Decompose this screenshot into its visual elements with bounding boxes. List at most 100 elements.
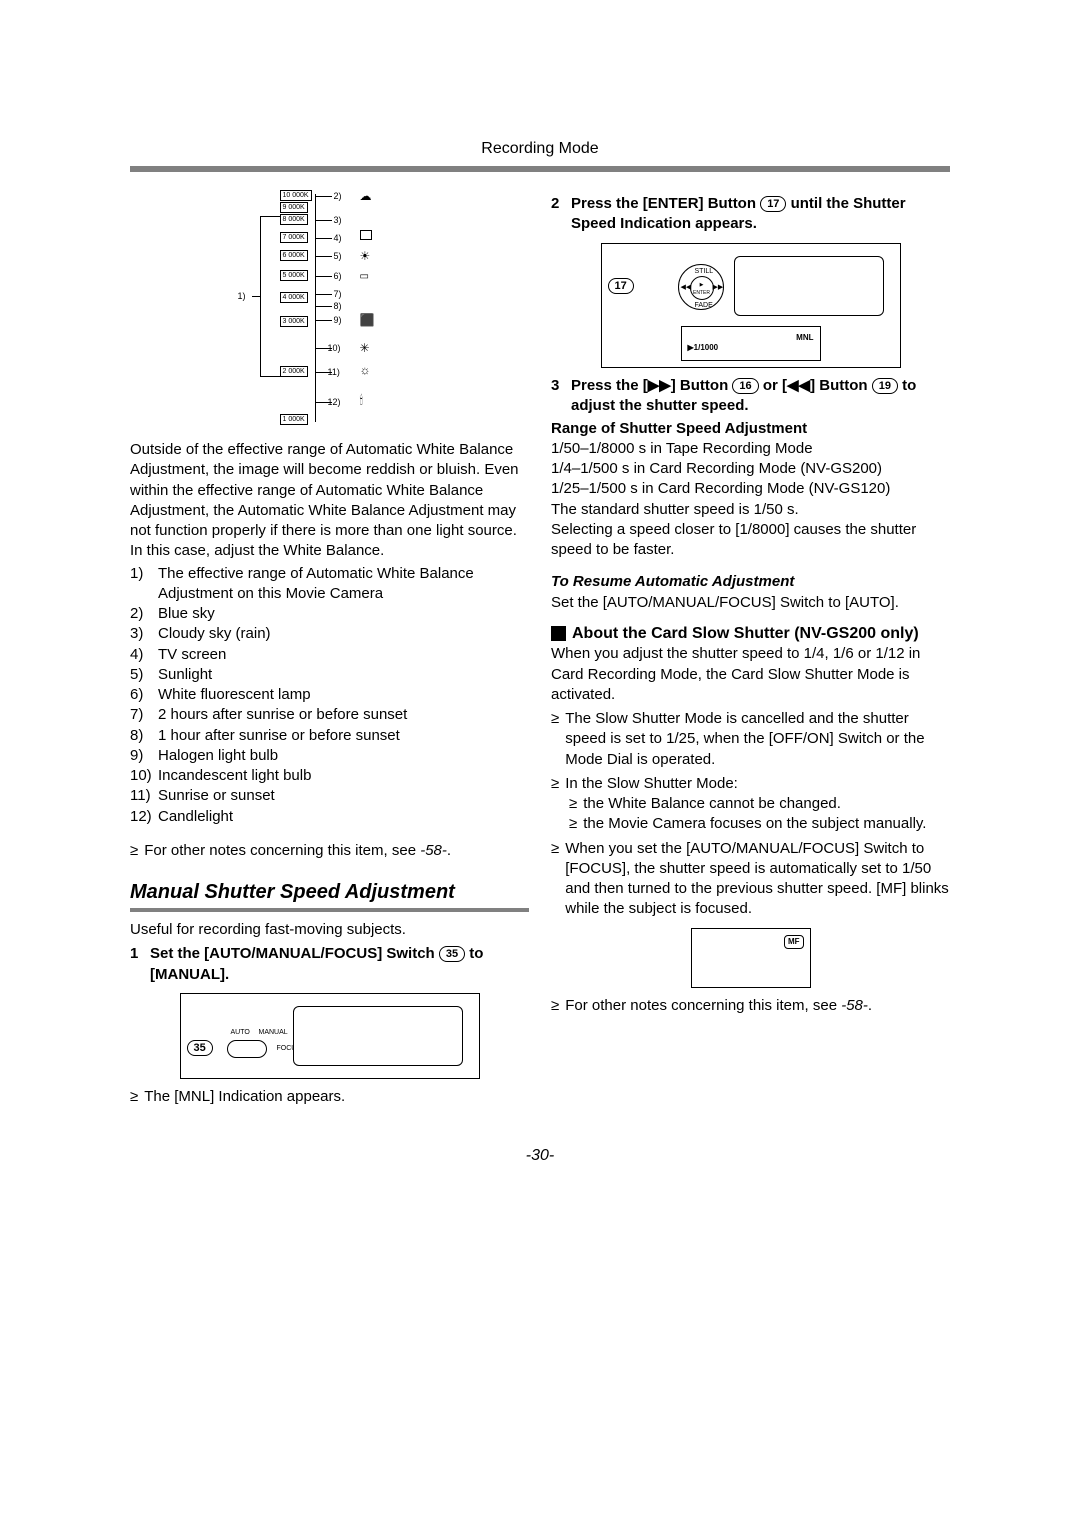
diagram-ref: 6) <box>334 270 342 282</box>
kelvin-label: 9 000K <box>280 202 308 213</box>
bullet-icon: ≥ <box>130 1087 138 1107</box>
diagram-ref: 2) <box>334 190 342 202</box>
chapter-title: Recording Mode <box>481 140 598 157</box>
bullet-icon: ≥ <box>130 841 138 861</box>
page-number: -30- <box>130 1147 950 1165</box>
list-item: 7)2 hours after sunrise or before sunset <box>130 705 529 725</box>
sub-heading: About the Card Slow Shutter (NV-GS200 on… <box>551 623 950 645</box>
ref-pill: 16 <box>732 378 758 394</box>
range-line: 1/25–1/500 s in Card Recording Mode (NV-… <box>551 479 950 499</box>
ref-pill: 17 <box>608 278 634 294</box>
step-text: Press the [ENTER] Button 17 until the Sh… <box>571 194 950 235</box>
tv-icon <box>360 230 372 240</box>
step-1: 1 Set the [AUTO/MANUAL/FOCUS] Switch 35 … <box>130 944 529 985</box>
kelvin-label: 8 000K <box>280 214 308 225</box>
bullet-icon: ≥ <box>551 709 559 770</box>
switch-icon <box>227 1040 267 1058</box>
ref-pill: 19 <box>872 378 898 394</box>
list-item: 11)Sunrise or sunset <box>130 786 529 806</box>
kelvin-label: 4 000K <box>280 292 308 303</box>
square-icon <box>551 626 566 641</box>
diagram-ref: 11) <box>328 366 340 378</box>
diagram-ref: 12) <box>328 396 341 408</box>
bullet: ≥When you set the [AUTO/MANUAL/FOCUS] Sw… <box>551 839 950 920</box>
mnl-note: ≥ The [MNL] Indication appears. <box>130 1087 529 1107</box>
diagram-ref: 8) <box>334 300 342 312</box>
legend-list: 1)The effective range of Automatic White… <box>130 564 529 827</box>
bracket-line <box>252 296 260 297</box>
range-line: 1/50–1/8000 s in Tape Recording Mode <box>551 439 950 459</box>
resume-title: To Resume Automatic Adjustment <box>551 572 950 592</box>
diagram-ref: 5) <box>334 250 342 262</box>
kelvin-label: 10 000K <box>280 190 312 201</box>
shutter-display: ▶1/1000 <box>688 343 814 354</box>
kelvin-label: 6 000K <box>280 250 308 261</box>
step-3: 3 Press the [▶▶] Button 16 or [◀◀] Butto… <box>551 376 950 417</box>
fluorescent-icon: ▭ <box>360 270 369 284</box>
kelvin-label: 7 000K <box>280 232 308 243</box>
resume-body: Set the [AUTO/MANUAL/FOCUS] Switch to [A… <box>551 593 950 613</box>
camera-body-icon <box>293 1006 463 1066</box>
list-item: 5)Sunlight <box>130 665 529 685</box>
bullet-icon: ≥ <box>551 839 559 920</box>
chapter-header: Recording Mode <box>130 140 950 158</box>
ref-pill: 35 <box>439 946 465 962</box>
step-number: 1 <box>130 944 142 985</box>
sub-heading-text: About the Card Slow Shutter (NV-GS200 on… <box>572 623 919 645</box>
sun-icon: ☀ <box>360 248 371 264</box>
list-item: 12)Candlelight <box>130 807 529 827</box>
sunset-icon: ☼ <box>360 362 371 378</box>
diagram-ref: 10) <box>328 342 341 354</box>
right-column: 2 Press the [ENTER] Button 17 until the … <box>551 190 950 1107</box>
section-title: Manual Shutter Speed Adjustment <box>130 879 529 906</box>
bracket-line <box>260 376 280 377</box>
list-item: 6)White fluorescent lamp <box>130 685 529 705</box>
switch-label-manual: MANUAL <box>259 1028 288 1037</box>
bracket-line <box>260 216 280 217</box>
page: Recording Mode 10 000K 9 000K 8 000K 7 0… <box>0 0 1080 1225</box>
diagram-ref: 3) <box>334 214 342 226</box>
list-item: 10)Incandescent light bulb <box>130 766 529 786</box>
enter-button-icon: ▶ENTER <box>690 276 714 300</box>
nested-bullet: ≥the White Balance cannot be changed. <box>551 794 950 814</box>
diagram-ref: 1) <box>238 290 246 302</box>
bulb-icon: ✳ <box>360 340 370 356</box>
step-text: Set the [AUTO/MANUAL/FOCUS] Switch 35 to… <box>150 944 529 985</box>
ref-pill: 35 <box>187 1040 213 1056</box>
mf-screen: MF <box>691 928 811 988</box>
section-intro: Useful for recording fast-moving subject… <box>130 920 529 940</box>
list-item: 3)Cloudy sky (rain) <box>130 624 529 644</box>
diagram-ref: 9) <box>334 314 342 326</box>
cloud-icon: ☁ <box>360 188 372 204</box>
section-rule <box>130 908 529 912</box>
sub-intro: When you adjust the shutter speed to 1/4… <box>551 644 950 705</box>
ref-pill: 17 <box>760 196 786 212</box>
kelvin-diagram: 10 000K 9 000K 8 000K 7 000K 6 000K 5 00… <box>200 190 460 430</box>
bullet: ≥The Slow Shutter Mode is cancelled and … <box>551 709 950 770</box>
bullet-icon: ≥ <box>551 774 559 794</box>
left-column: 10 000K 9 000K 8 000K 7 000K 6 000K 5 00… <box>130 190 529 1107</box>
axis-line <box>315 194 316 422</box>
kelvin-label: 1 000K <box>280 414 308 425</box>
list-item: 2)Blue sky <box>130 604 529 624</box>
range-line: 1/4–1/500 s in Card Recording Mode (NV-G… <box>551 459 950 479</box>
header-rule <box>130 166 950 172</box>
intro-paragraph: Outside of the effective range of Automa… <box>130 440 529 562</box>
camera-illustration-2: 17 STILL ▶ENTER ◀◀ ▶▶ FADE MNL ▶1/1000 <box>601 243 901 369</box>
list-item: 8)1 hour after sunrise or before sunset <box>130 726 529 746</box>
range-title: Range of Shutter Speed Adjustment <box>551 419 950 439</box>
std-line: The standard shutter speed is 1/50 s. <box>551 500 950 520</box>
diagram-ref: 7) <box>334 288 342 300</box>
diagram-ref: 4) <box>334 232 342 244</box>
camera-illustration-1: 35 AUTO MANUAL FOCUS <box>180 993 480 1079</box>
kelvin-label: 2 000K <box>280 366 308 377</box>
mf-indicator: MF <box>784 935 804 950</box>
switch-label-auto: AUTO <box>231 1028 250 1037</box>
step-text: Press the [▶▶] Button 16 or [◀◀] Button … <box>571 376 950 417</box>
notes-ref: ≥ For other notes concerning this item, … <box>551 996 950 1016</box>
step-number: 2 <box>551 194 563 235</box>
list-item: 4)TV screen <box>130 645 529 665</box>
mnl-indicator: MNL <box>688 333 814 344</box>
step-number: 3 <box>551 376 563 417</box>
nested-bullet: ≥the Movie Camera focuses on the subject… <box>551 814 950 834</box>
